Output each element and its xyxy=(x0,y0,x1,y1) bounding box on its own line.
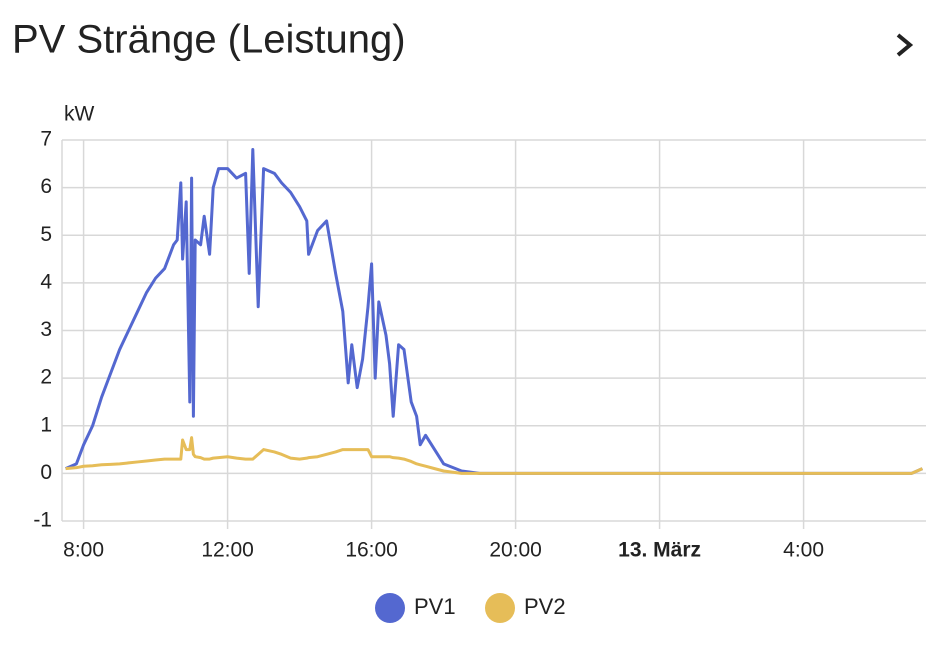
x-tick-label: 13. März xyxy=(618,539,701,562)
legend-label: PV2 xyxy=(524,594,566,619)
y-tick-label: 3 xyxy=(40,318,52,341)
series-line xyxy=(64,148,924,475)
y-tick-label: 0 xyxy=(40,461,52,484)
more-info-chevron[interactable] xyxy=(896,33,914,57)
x-tick-label: 4:00 xyxy=(783,539,824,562)
y-tick-label: 1 xyxy=(40,413,52,436)
legend-swatch xyxy=(375,593,405,623)
legend-swatch xyxy=(485,593,515,623)
y-tick-label: 6 xyxy=(40,175,52,198)
y-axis-label: kW xyxy=(64,103,95,126)
card-title: PV Stränge (Leistung) xyxy=(12,18,406,62)
y-tick-label: 2 xyxy=(40,366,52,389)
x-tick-label: 20:00 xyxy=(489,539,542,562)
y-tick-label: 7 xyxy=(40,128,52,151)
x-tick-label: 12:00 xyxy=(201,539,254,562)
x-tick-label: 16:00 xyxy=(345,539,398,562)
legend-label: PV1 xyxy=(414,594,456,619)
y-tick-label: 5 xyxy=(40,223,52,246)
x-tick-label: 8:00 xyxy=(63,539,104,562)
series-line xyxy=(65,436,924,475)
y-tick-label: 4 xyxy=(40,270,52,293)
y-tick-label: -1 xyxy=(33,509,52,532)
